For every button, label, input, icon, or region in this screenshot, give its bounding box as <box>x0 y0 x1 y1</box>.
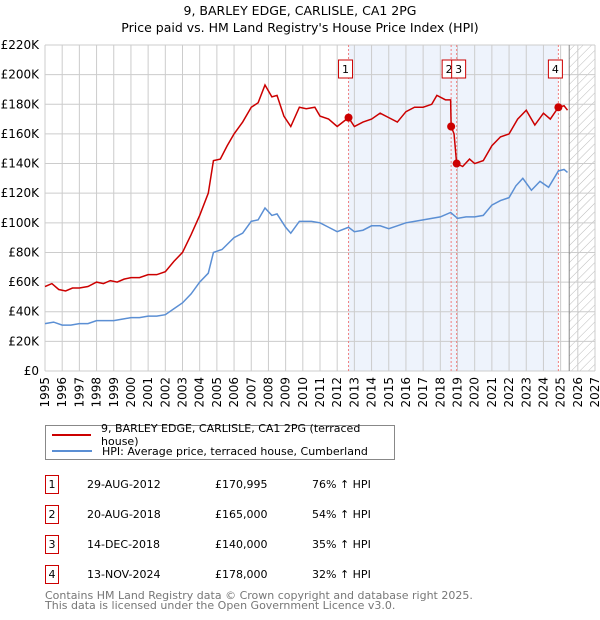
sale-price: £170,995 <box>215 478 268 491</box>
legend-item-property: 9, BARLEY EDGE, CARLISLE, CA1 2PG (terra… <box>52 422 394 448</box>
legend-label: HPI: Average price, terraced house, Cumb… <box>102 444 368 458</box>
sale-date: 13-NOV-2024 <box>87 568 161 581</box>
y-tick-label: £40K <box>8 305 40 319</box>
x-tick-label: 2024 <box>536 377 550 408</box>
property-series-line <box>44 83 569 292</box>
sale-point <box>452 159 461 168</box>
sale-price: £140,000 <box>215 538 268 551</box>
x-tick-label: 2001 <box>141 377 155 408</box>
x-tick-label: 2006 <box>227 377 241 408</box>
legend-item-hpi: HPI: Average price, terraced house, Cumb… <box>52 443 368 459</box>
x-tick-label: 2026 <box>571 377 585 408</box>
x-tick-label: 2002 <box>158 377 172 408</box>
x-tick-label: 2009 <box>279 377 293 408</box>
sale-hpi-diff: 54% ↑ HPI <box>312 508 371 521</box>
sale-point <box>344 113 353 122</box>
x-tick-label: 1997 <box>72 377 86 408</box>
legend: 9, BARLEY EDGE, CARLISLE, CA1 2PG (terra… <box>45 422 395 460</box>
x-tick-label: 2000 <box>124 377 138 408</box>
x-tick-label: 2010 <box>296 377 310 408</box>
price-chart: £0 £20K £40K £60K £80K £100K £120K £140K £160K £1… <box>1 38 600 408</box>
x-tick-label: 2014 <box>365 377 379 408</box>
table-row: 4 13-NOV-2024 £178,000 32% ↑ HPI <box>45 565 445 585</box>
sale-label-text: 2 <box>446 63 453 76</box>
sale-point <box>554 103 563 112</box>
sale-date: 20-AUG-2018 <box>87 508 161 521</box>
x-tick-label: 2008 <box>261 377 275 408</box>
x-tick-label: 2017 <box>416 377 430 408</box>
sale-label-box: 4 <box>547 59 563 79</box>
sale-label-box: 3 <box>451 59 467 79</box>
x-tick-label: 1998 <box>90 377 104 408</box>
x-tick-label: 2021 <box>485 377 499 408</box>
y-tick-label: £20K <box>8 334 40 348</box>
sale-label-border <box>451 59 467 79</box>
x-tick-label: 2022 <box>502 377 516 408</box>
sale-hpi-diff: 32% ↑ HPI <box>312 568 371 581</box>
sale-price: £165,000 <box>215 508 268 521</box>
chart-title: 9, BARLEY EDGE, CARLISLE, CA1 2PG <box>183 3 417 18</box>
y-tick-label: £100K <box>1 216 41 230</box>
x-tick-label: 2020 <box>468 377 482 408</box>
y-tick-label: £80K <box>8 245 40 259</box>
footer-licence: This data is licensed under the Open Gov… <box>45 599 396 612</box>
forecast-hatch <box>569 45 595 371</box>
sale-label-text: 3 <box>455 63 462 76</box>
x-tick-label: 2003 <box>176 377 190 408</box>
y-tick-label: £60K <box>8 275 40 289</box>
sale-number-badge: 3 <box>45 535 59 554</box>
x-tick-label: 2015 <box>382 377 396 408</box>
legend-swatch-red <box>52 434 92 436</box>
x-tick-label: 2013 <box>347 377 361 408</box>
sale-number-badge: 2 <box>45 505 59 524</box>
y-tick-label: £0 <box>24 364 39 378</box>
sale-date: 29-AUG-2012 <box>87 478 161 491</box>
sale-date: 14-DEC-2018 <box>87 538 161 551</box>
sale-label-text: 1 <box>342 63 349 76</box>
hpi-series-line <box>44 168 568 326</box>
chart-subtitle: Price paid vs. HM Land Registry's House … <box>121 20 479 35</box>
sale-label-border <box>547 59 563 79</box>
x-tick-label: 2007 <box>244 377 258 408</box>
sale-number-badge: 1 <box>45 475 59 494</box>
legend-swatch-blue <box>52 450 92 452</box>
x-tick-label: 2018 <box>433 377 447 408</box>
x-tick-label: 2005 <box>210 377 224 408</box>
table-row: 1 29-AUG-2012 £170,995 76% ↑ HPI <box>45 475 445 495</box>
y-tick-label: £180K <box>1 97 41 111</box>
x-tick-label: 2019 <box>451 377 465 408</box>
sale-hpi-diff: 76% ↑ HPI <box>312 478 371 491</box>
sale-hpi-diff: 35% ↑ HPI <box>312 538 371 551</box>
y-tick-label: £120K <box>1 186 41 200</box>
x-tick-label: 1996 <box>55 377 69 408</box>
x-tick-label: 2012 <box>330 377 344 408</box>
table-row: 3 14-DEC-2018 £140,000 35% ↑ HPI <box>45 535 445 555</box>
y-tick-label: £160K <box>1 127 41 141</box>
x-tick-label: 2023 <box>519 377 533 408</box>
y-tick-label: £140K <box>1 157 41 171</box>
x-tick-label: 2011 <box>313 377 327 408</box>
sale-label-border <box>338 59 354 79</box>
footer-copyright: Contains HM Land Registry data © Crown c… <box>45 589 473 602</box>
y-tick-label: £200K <box>1 68 41 82</box>
legend-label: 9, BARLEY EDGE, CARLISLE, CA1 2PG (terra… <box>101 422 361 448</box>
sale-label-box: 1 <box>338 59 354 79</box>
x-tick-label: 2004 <box>193 377 207 408</box>
x-tick-label: 2016 <box>399 377 413 408</box>
sale-label-text: 4 <box>552 63 559 76</box>
x-tick-label: 1995 <box>38 377 52 408</box>
x-tick-label: 2027 <box>588 377 600 408</box>
sale-price: £178,000 <box>215 568 268 581</box>
table-row: 2 20-AUG-2018 £165,000 54% ↑ HPI <box>45 505 445 525</box>
sale-number-badge: 4 <box>45 565 59 584</box>
x-tick-label: 1999 <box>107 377 121 408</box>
sale-point <box>447 122 456 131</box>
x-tick-label: 2025 <box>554 377 568 408</box>
shaded-period <box>348 45 559 371</box>
y-tick-label: £220K <box>1 38 41 52</box>
